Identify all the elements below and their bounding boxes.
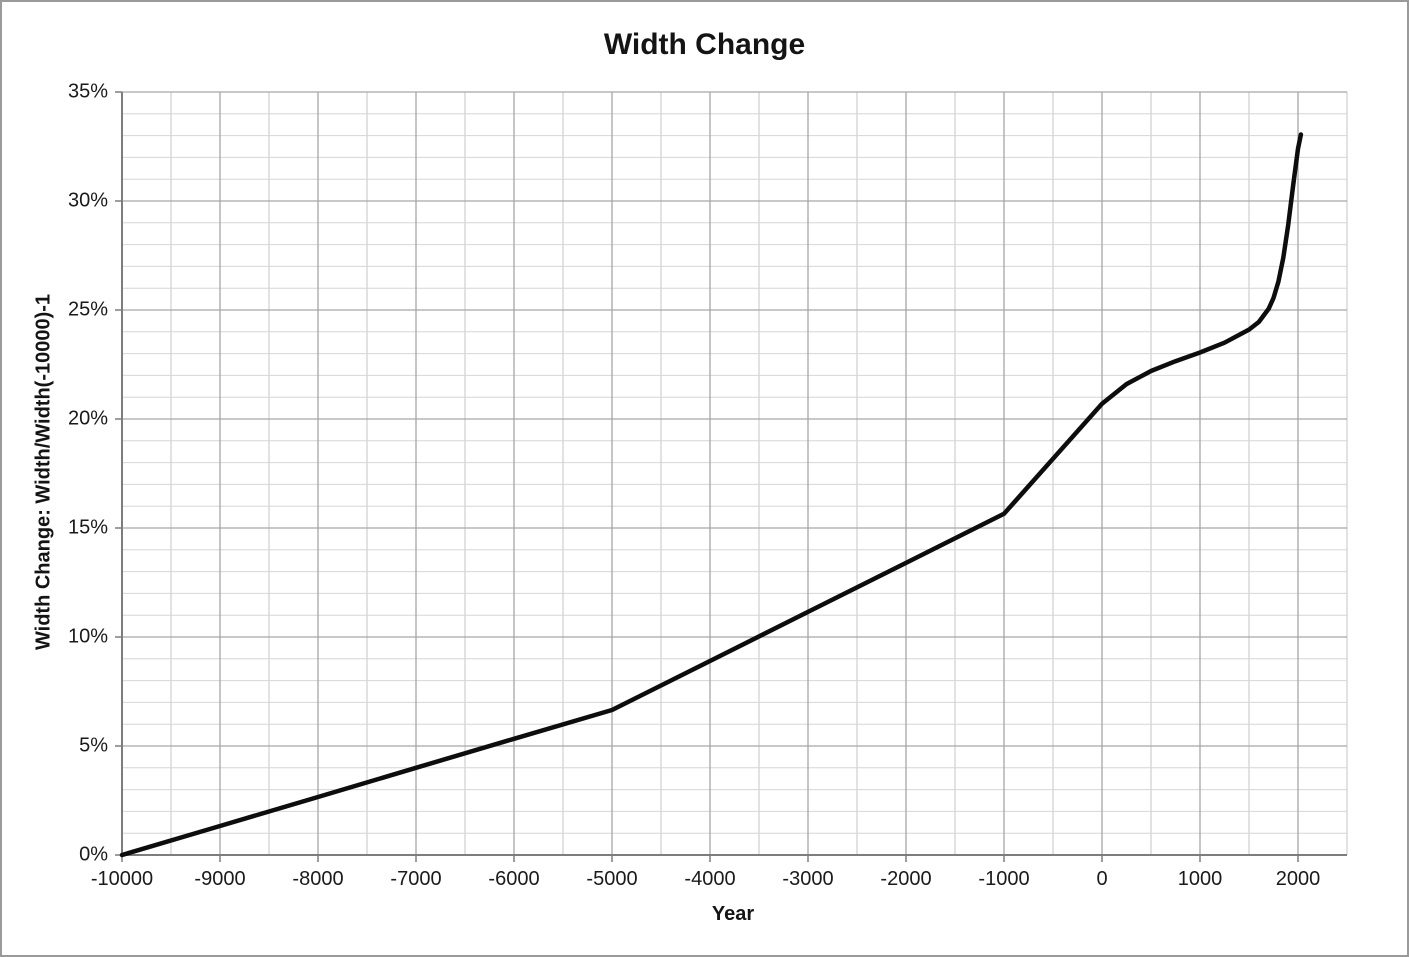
x-tick-label: -1000 bbox=[978, 868, 1030, 890]
y-tick-label: 0% bbox=[79, 843, 108, 866]
x-tick-label: -3000 bbox=[782, 868, 834, 890]
x-tick-label: 2000 bbox=[1275, 868, 1321, 890]
y-tick-label: 10% bbox=[67, 625, 108, 648]
x-axis-title: Year bbox=[711, 903, 755, 925]
y-tick-label: 20% bbox=[67, 407, 108, 430]
x-tick-label: -8000 bbox=[292, 868, 344, 890]
x-tick-label: 1000 bbox=[1177, 868, 1223, 890]
x-tick-label: 0 bbox=[1096, 868, 1108, 890]
x-tick-label: -4000 bbox=[684, 868, 736, 890]
y-axis-title: Width Change: Width/Width(-10000)-1 bbox=[32, 293, 55, 651]
y-tick-label: 15% bbox=[67, 516, 108, 539]
y-tick-label: 5% bbox=[79, 734, 108, 757]
y-tick-label: 30% bbox=[67, 189, 108, 212]
x-tick-label: -6000 bbox=[488, 868, 540, 890]
x-tick-label: -5000 bbox=[586, 868, 638, 890]
chart-title: Width Change bbox=[603, 28, 806, 61]
y-tick-label: 25% bbox=[67, 298, 108, 321]
y-tick-label: 35% bbox=[67, 80, 108, 103]
series-line bbox=[119, 132, 1304, 858]
x-tick-label: -7000 bbox=[390, 868, 442, 890]
x-tick-label: -10000 bbox=[90, 868, 154, 890]
x-tick-label: -9000 bbox=[194, 868, 246, 890]
x-tick-label: -2000 bbox=[880, 868, 932, 890]
